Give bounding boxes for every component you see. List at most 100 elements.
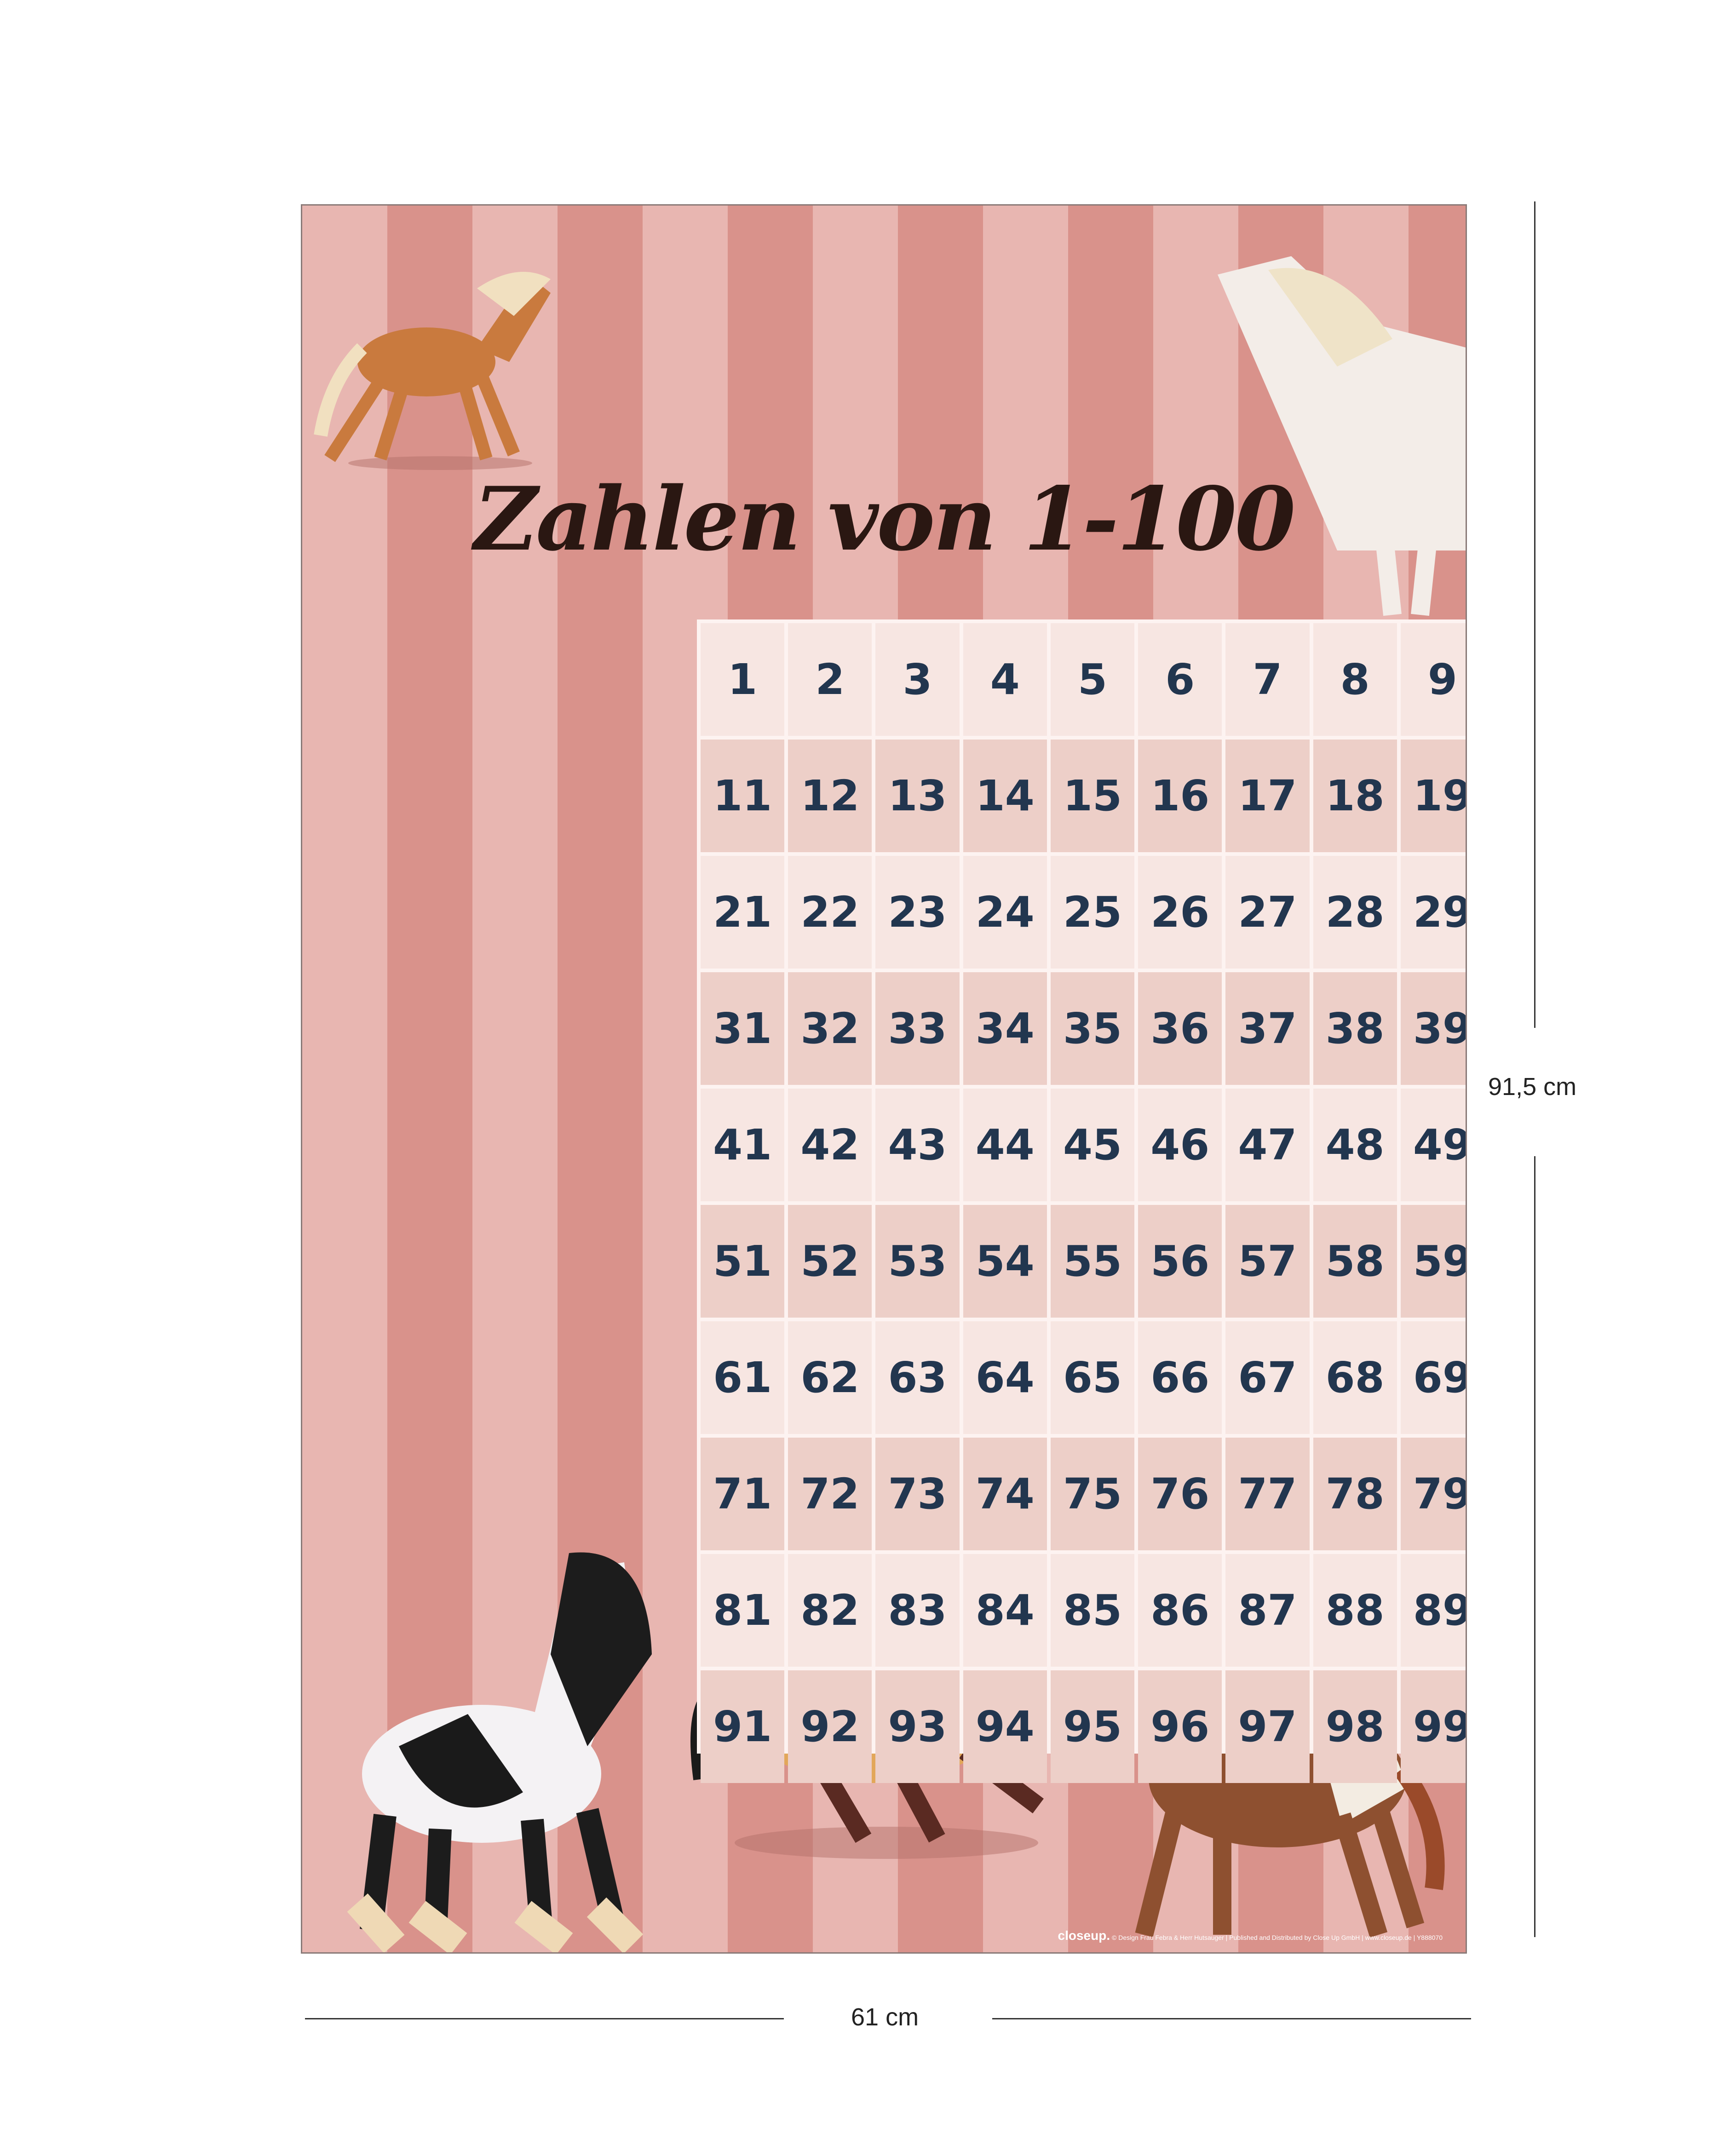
grid-cell: 87	[1225, 1554, 1310, 1667]
grid-cell: 25	[1050, 856, 1135, 969]
grid-cell: 95	[1050, 1670, 1135, 1783]
grid-cell: 77	[1225, 1438, 1310, 1550]
grid-cell: 71	[701, 1438, 785, 1550]
poster-footer: closeup. © Design Frau Febra & Herr Huts…	[1058, 1928, 1443, 1943]
grid-cell: 61	[701, 1321, 785, 1434]
grid-cell: 48	[1313, 1089, 1397, 1201]
grid-cell: 14	[963, 740, 1047, 852]
grid-cell: 91	[701, 1670, 785, 1783]
grid-cell: 55	[1050, 1205, 1135, 1318]
grid-cell: 41	[701, 1089, 785, 1201]
brand-logo: closeup.	[1058, 1928, 1110, 1943]
grid-cell: 52	[788, 1205, 872, 1318]
grid-cell: 53	[875, 1205, 960, 1318]
grid-cell: 12	[788, 740, 872, 852]
grid-cell: 31	[701, 972, 785, 1085]
grid-cell: 82	[788, 1554, 872, 1667]
grid-cell: 88	[1313, 1554, 1397, 1667]
grid-cell: 11	[701, 740, 785, 852]
grid-cell: 13	[875, 740, 960, 852]
grid-cell: 56	[1138, 1205, 1222, 1318]
grid-cell: 67	[1225, 1321, 1310, 1434]
grid-cell: 26	[1138, 856, 1222, 969]
grid-cell: 73	[875, 1438, 960, 1550]
copyright-text: © Design Frau Febra & Herr Hutsauger | P…	[1112, 1934, 1443, 1941]
grid-cell: 22	[788, 856, 872, 969]
grid-cell: 65	[1050, 1321, 1135, 1434]
height-dimension-line-bottom	[1534, 1156, 1535, 1937]
grid-cell: 81	[701, 1554, 785, 1667]
width-dimension-line-right	[992, 2018, 1471, 2019]
grid-cell: 69	[1400, 1321, 1466, 1434]
height-dimension-label: 91,5 cm	[1488, 1073, 1577, 1101]
grid-cell: 3	[875, 623, 960, 736]
grid-cell: 4	[963, 623, 1047, 736]
grid-cell: 29	[1400, 856, 1466, 969]
grid-cell: 84	[963, 1554, 1047, 1667]
chestnut-horse-illustration	[314, 272, 551, 470]
grid-cell: 19	[1400, 740, 1466, 852]
grid-cell: 51	[701, 1205, 785, 1318]
grid-cell: 2	[788, 623, 872, 736]
grid-cell: 72	[788, 1438, 872, 1550]
grid-cell: 75	[1050, 1438, 1135, 1550]
grid-cell: 93	[875, 1670, 960, 1783]
grid-cell: 39	[1400, 972, 1466, 1085]
grid-cell: 94	[963, 1670, 1047, 1783]
grid-cell: 47	[1225, 1089, 1310, 1201]
grid-cell: 7	[1225, 623, 1310, 736]
grid-cell: 92	[788, 1670, 872, 1783]
grid-cell: 28	[1313, 856, 1397, 969]
grid-cell: 43	[875, 1089, 960, 1201]
grid-cell: 85	[1050, 1554, 1135, 1667]
grid-cell: 89	[1400, 1554, 1466, 1667]
grid-cell: 34	[963, 972, 1047, 1085]
grid-cell: 78	[1313, 1438, 1397, 1550]
grid-cell: 74	[963, 1438, 1047, 1550]
grid-cell: 38	[1313, 972, 1397, 1085]
poster: Zahlen von 1-100 12345678910111213141516…	[301, 204, 1467, 1954]
grid-cell: 97	[1225, 1670, 1310, 1783]
grid-cell: 9	[1400, 623, 1466, 736]
grid-cell: 8	[1313, 623, 1397, 736]
grid-cell: 24	[963, 856, 1047, 969]
grid-cell: 68	[1313, 1321, 1397, 1434]
grid-cell: 44	[963, 1089, 1047, 1201]
grid-cell: 49	[1400, 1089, 1466, 1201]
grid-cell: 86	[1138, 1554, 1222, 1667]
grid-cell: 6	[1138, 623, 1222, 736]
grid-cell: 27	[1225, 856, 1310, 969]
grid-cell: 5	[1050, 623, 1135, 736]
grid-cell: 96	[1138, 1670, 1222, 1783]
grid-cell: 58	[1313, 1205, 1397, 1318]
grid-cell: 66	[1138, 1321, 1222, 1434]
grid-cell: 64	[963, 1321, 1047, 1434]
width-dimension-label: 61 cm	[851, 2003, 919, 2031]
grid-cell: 98	[1313, 1670, 1397, 1783]
grid-cell: 63	[875, 1321, 960, 1434]
grid-cell: 54	[963, 1205, 1047, 1318]
grid-cell: 45	[1050, 1089, 1135, 1201]
grid-cell: 32	[788, 972, 872, 1085]
height-dimension-line-top	[1534, 201, 1535, 1028]
grid-cell: 76	[1138, 1438, 1222, 1550]
grid-cell: 79	[1400, 1438, 1466, 1550]
grid-cell: 83	[875, 1554, 960, 1667]
poster-title: Zahlen von 1-100	[474, 468, 1295, 570]
grid-cell: 23	[875, 856, 960, 969]
grid-cell: 46	[1138, 1089, 1222, 1201]
grid-cell: 59	[1400, 1205, 1466, 1318]
grid-cell: 57	[1225, 1205, 1310, 1318]
number-grid: 1234567891011121314151617181920212223242…	[697, 619, 1466, 1783]
grid-cell: 42	[788, 1089, 872, 1201]
grid-cell: 17	[1225, 740, 1310, 852]
grid-cell: 16	[1138, 740, 1222, 852]
grid-cell: 1	[701, 623, 785, 736]
grid-cell: 21	[701, 856, 785, 969]
white-horse-illustration	[1218, 256, 1466, 616]
grid-cell: 33	[875, 972, 960, 1085]
grid-cell: 36	[1138, 972, 1222, 1085]
piebald-horse-illustration	[347, 1552, 652, 1952]
grid-cell: 99	[1400, 1670, 1466, 1783]
grid-cell: 18	[1313, 740, 1397, 852]
